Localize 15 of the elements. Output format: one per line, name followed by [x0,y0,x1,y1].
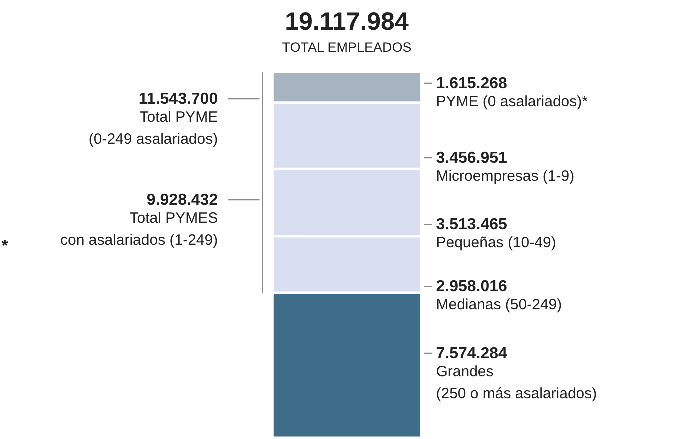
chart-subtitle: TOTAL EMPLEADOS [282,40,412,55]
text: * [2,238,9,255]
series-label: PYME (0 asalariados)* [436,93,588,110]
series-label: Medianas (50-249) [436,296,562,314]
series-label: Microempresas (1-9) [436,168,575,186]
chart-title: 19.117.984 [285,8,409,36]
data-label: 7.574.284 [436,346,508,362]
data-label: 2.958.016 [436,278,508,296]
data-label: 3.456.951 [436,150,508,168]
text: 9.928.432 Total PYMES con asalariados (1-249) [60,192,218,249]
text: 11.543.700 Total PYME (0-249 asalariados) [88,91,218,148]
data-label: 3.513.465 [436,216,508,234]
series-label: Pequeñas (10-49) [436,234,556,252]
data-label: 1.615.268 [436,75,508,92]
series-label: Grandes (250 o más asalariados) [436,364,598,402]
